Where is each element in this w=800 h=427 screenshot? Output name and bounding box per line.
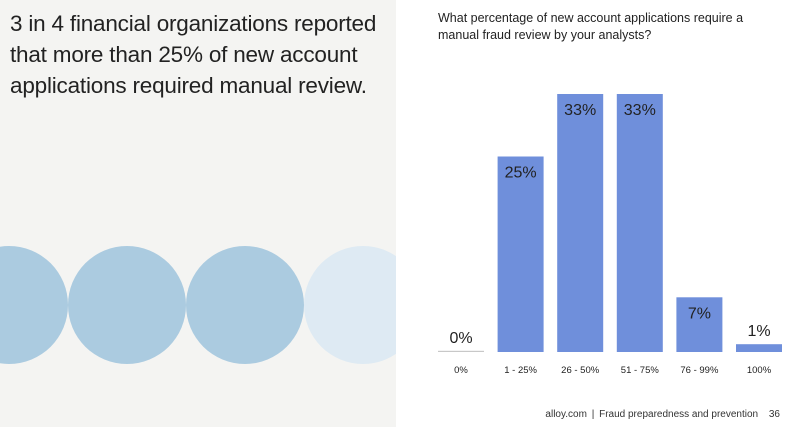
bar-0% (438, 350, 484, 352)
footer-publication: Fraud preparedness and prevention (599, 409, 759, 420)
bar-1 - 25% (497, 156, 544, 352)
left-panel: 3 in 4 financial organizations reported … (0, 0, 396, 427)
bar-chart: 0% 0% 25% 1 - 25% 33% 26 - 50% 33% 51 - 75% 7% 76… (438, 94, 782, 376)
decorative-circle-1 (0, 246, 68, 364)
x-tick-label: 51 - 75% (621, 365, 660, 376)
chart-title: What percentage of new account applicati… (438, 11, 744, 42)
x-tick-label: 0% (454, 365, 468, 376)
x-tick-label: 76 - 99% (680, 365, 719, 376)
data-label: 33% (564, 102, 596, 119)
decorative-circle-3 (186, 246, 304, 364)
x-tick-label: 26 - 50% (561, 365, 600, 376)
bar-76 - 99% (676, 297, 723, 352)
footer-site: alloy.com (545, 409, 587, 420)
footer: alloy.com | Fraud preparedness and preve… (545, 409, 780, 420)
bar-100% (736, 344, 782, 352)
data-label: 0% (449, 330, 472, 347)
headline: 3 in 4 financial organizations reported … (10, 11, 377, 98)
x-tick-label: 100% (747, 365, 772, 376)
footer-separator: | (591, 409, 595, 420)
x-tick-label: 1 - 25% (504, 365, 537, 376)
decorative-circle-4 (304, 246, 396, 364)
bar-51 - 75% (616, 94, 663, 352)
bar-26 - 50% (557, 94, 604, 352)
data-label: 1% (747, 323, 770, 340)
decorative-circle-2 (68, 246, 186, 364)
data-label: 7% (688, 305, 711, 322)
data-label: 25% (505, 165, 537, 182)
data-label: 33% (624, 102, 656, 119)
right-panel: What percentage of new account applicati… (396, 0, 800, 427)
page-number: 36 (768, 409, 780, 420)
